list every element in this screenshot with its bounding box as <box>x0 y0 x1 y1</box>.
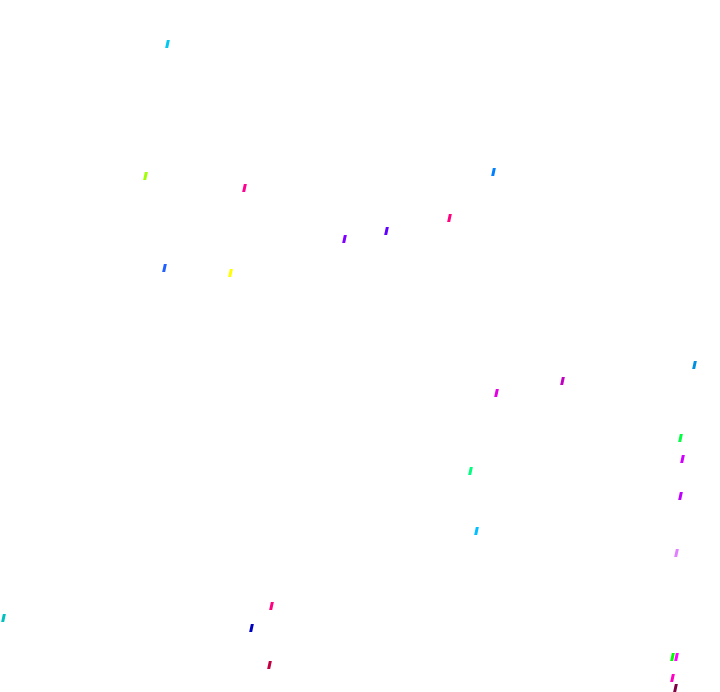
color-stroke-mark <box>680 455 685 463</box>
color-stroke-mark <box>384 227 389 235</box>
color-stroke-mark <box>269 602 274 610</box>
color-stroke-mark <box>692 361 697 369</box>
color-stroke-mark <box>678 492 683 500</box>
color-stroke-mark <box>228 269 233 277</box>
color-stroke-mark <box>673 684 678 692</box>
color-stroke-mark <box>670 674 675 682</box>
color-stroke-mark <box>249 624 254 632</box>
color-stroke-mark <box>342 235 347 243</box>
color-stroke-mark <box>242 184 247 192</box>
color-stroke-mark <box>468 467 473 475</box>
color-stroke-mark <box>491 168 496 176</box>
color-stroke-mark <box>162 264 167 272</box>
color-stroke-mark <box>143 172 148 180</box>
color-stroke-mark <box>678 434 683 442</box>
color-stroke-mark <box>674 549 679 557</box>
color-stroke-mark <box>474 527 479 535</box>
color-stroke-mark <box>267 661 272 669</box>
color-stroke-mark <box>674 653 679 661</box>
color-stroke-mark <box>1 614 6 622</box>
color-stroke-mark <box>560 377 565 385</box>
color-stroke-mark <box>494 389 499 397</box>
color-stroke-mark <box>165 40 170 48</box>
color-stroke-mark <box>447 214 452 222</box>
